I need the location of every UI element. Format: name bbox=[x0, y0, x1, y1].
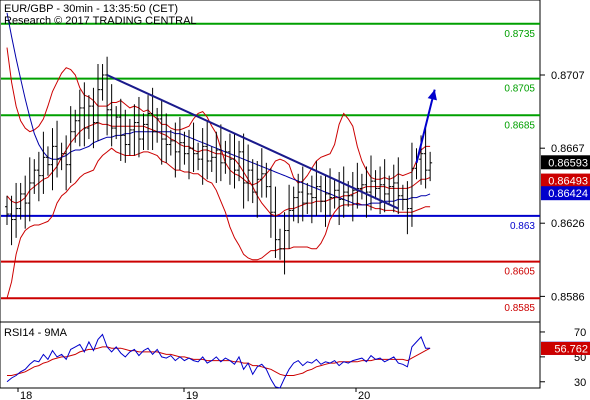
level-label: 0.8605 bbox=[504, 267, 535, 278]
price-tick-label: 0.8667 bbox=[551, 143, 585, 155]
level-label: 0.863 bbox=[510, 221, 535, 232]
moving-average-line bbox=[6, 12, 431, 206]
rsi-title: RSI14 - 9MA bbox=[4, 327, 68, 339]
trendlines bbox=[106, 74, 437, 210]
price-panel-frame bbox=[0, 0, 541, 323]
price-tick-label: 0.8586 bbox=[551, 291, 585, 303]
price-tag bbox=[541, 155, 590, 170]
price-tag bbox=[541, 173, 590, 188]
rsi-ma-line bbox=[7, 346, 431, 376]
level-label: 0.8735 bbox=[504, 29, 535, 40]
rsi-series bbox=[6, 333, 431, 389]
price-tick-label: 0.8626 bbox=[551, 218, 585, 230]
price-tick-label: 0.8707 bbox=[551, 70, 585, 82]
moving-average bbox=[6, 12, 431, 206]
projection-arrow-head bbox=[427, 89, 437, 101]
time-axis: 18 19 20 bbox=[17, 388, 370, 400]
price-tag-label: 0.86593 bbox=[548, 157, 588, 169]
projection-arrow bbox=[415, 89, 436, 164]
price-tag bbox=[541, 186, 590, 201]
chart-subtitle: Research © 2017 TRADING CENTRAL bbox=[4, 15, 197, 27]
rsi-tag bbox=[541, 341, 590, 355]
rsi-line bbox=[6, 333, 431, 389]
level-label: 0.8705 bbox=[504, 84, 535, 95]
rsi-tick-label: 70 bbox=[574, 327, 586, 339]
time-tick-label: 18 bbox=[20, 390, 32, 400]
price-axis: 0.8707 0.8667 0.8626 0.8586 0.86593 0.864930.… bbox=[540, 70, 590, 303]
price-tag-label: 0.86493 bbox=[548, 176, 588, 188]
time-tick-label: 19 bbox=[186, 390, 198, 400]
price-tag-label: 0.86424 bbox=[548, 188, 588, 200]
bollinger-lower bbox=[6, 147, 431, 299]
level-label: 0.8685 bbox=[504, 120, 535, 131]
price-bars bbox=[5, 56, 433, 275]
trendline bbox=[106, 74, 399, 210]
time-tick-label: 20 bbox=[358, 390, 370, 400]
rsi-tag-label: 56.762 bbox=[554, 343, 588, 355]
rsi-tick-label: 30 bbox=[574, 377, 586, 389]
level-label: 0.8585 bbox=[504, 303, 535, 314]
bollinger-upper bbox=[6, 47, 431, 186]
price-panel: 0.8735 0.8705 0.8685 0.863 0.8605 0.8585 0.87… bbox=[0, 0, 590, 323]
chart-title: EUR/GBP - 30min - 13:35:50 (CET) bbox=[4, 3, 178, 15]
